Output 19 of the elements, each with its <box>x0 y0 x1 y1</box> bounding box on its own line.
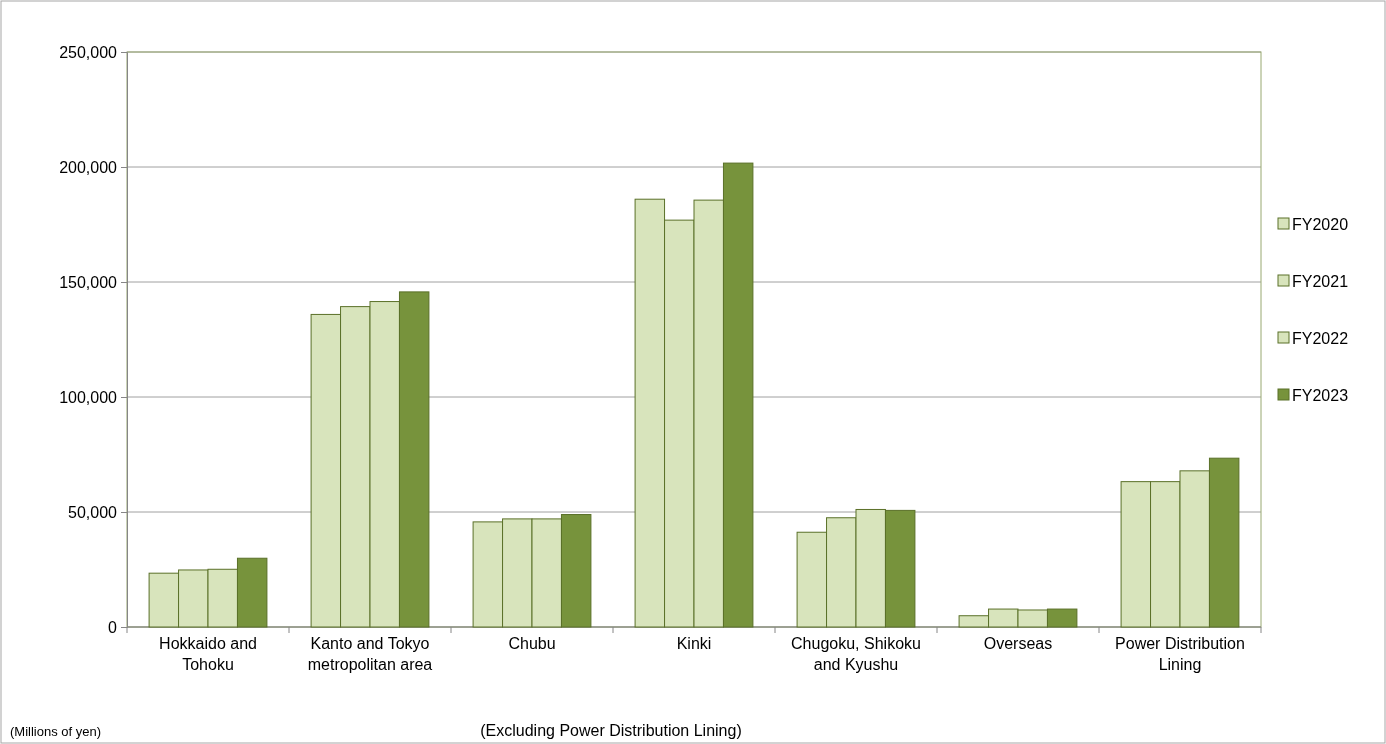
y-tick-label: 100,000 <box>59 388 118 406</box>
legend-label: FY2021 <box>1292 273 1349 290</box>
y-tick-label: 150,000 <box>59 273 118 291</box>
legend-label: FY2023 <box>1292 387 1349 404</box>
x-tick-label: Chugoku, Shikoku and Kyushu <box>791 635 921 673</box>
x-tick-label: Chubu <box>508 635 556 652</box>
legend-label: FY2020 <box>1292 216 1349 233</box>
x-tick-label: Kinki <box>676 635 712 652</box>
y-tick-label: 0 <box>108 618 118 636</box>
y-tick-label: 200,000 <box>59 158 118 176</box>
legend-label: FY2022 <box>1292 330 1349 347</box>
x-tick-label: Kanto and Tokyo metropolitan area <box>307 635 433 673</box>
text: (Millions of yen) <box>10 724 102 739</box>
x-tick-label: Overseas <box>983 635 1053 652</box>
text: (Excluding Power Distribution Lining) <box>480 722 742 739</box>
y-tick-label: 250,000 <box>59 43 118 61</box>
y-tick-label: 50,000 <box>68 503 118 521</box>
x-tick-label: Power Distribution Lining <box>1115 635 1245 673</box>
x-tick-label: Hokkaido and Tohoku <box>159 635 257 673</box>
